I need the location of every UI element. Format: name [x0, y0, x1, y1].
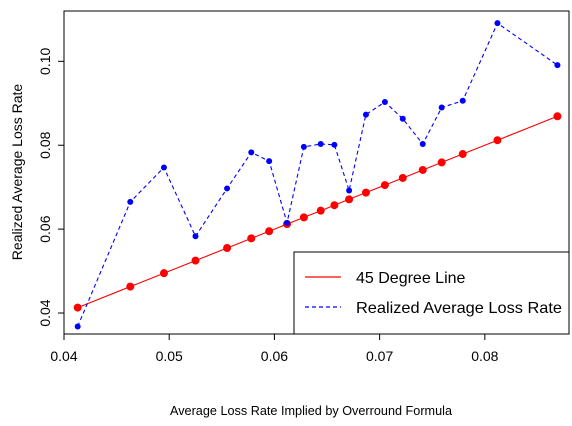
data-point-realized-average-loss-rate [381, 99, 388, 106]
x-axis: 0.04 0.05 0.06 0.07 0.08 [50, 334, 499, 364]
data-point-realized-average-loss-rate [224, 185, 231, 192]
data-point-45-degree-line [73, 303, 82, 312]
data-point-45-degree-line [159, 269, 168, 278]
data-point-45-degree-line [361, 188, 370, 197]
data-point-realized-average-loss-rate [554, 62, 561, 69]
x-tick-label: 0.08 [471, 348, 498, 364]
data-point-realized-average-loss-rate [494, 20, 501, 27]
data-point-45-degree-line [316, 206, 325, 215]
data-point-realized-average-loss-rate [362, 111, 369, 118]
data-point-45-degree-line [380, 181, 389, 190]
data-point-realized-average-loss-rate [160, 164, 167, 171]
data-point-45-degree-line [126, 282, 135, 291]
y-axis-title: Realized Average Loss Rate [9, 84, 25, 261]
data-point-45-degree-line [299, 213, 308, 222]
data-point-45-degree-line [265, 227, 274, 236]
y-tick-label: 0.10 [37, 48, 53, 75]
data-point-45-degree-line [398, 173, 407, 182]
data-point-45-degree-line [437, 158, 446, 167]
data-point-realized-average-loss-rate [192, 233, 199, 240]
series-layer [73, 20, 562, 330]
data-point-realized-average-loss-rate [419, 140, 426, 147]
legend-label-45-degree-line: 45 Degree Line [356, 270, 466, 287]
data-point-realized-average-loss-rate [438, 104, 445, 111]
data-point-realized-average-loss-rate [284, 219, 291, 226]
legend: 45 Degree Line Realized Average Loss Rat… [293, 251, 570, 335]
data-point-45-degree-line [330, 201, 339, 210]
data-point-realized-average-loss-rate [346, 187, 353, 194]
legend-label-realized-average-loss-rate: Realized Average Loss Rate [356, 300, 562, 317]
data-point-realized-average-loss-rate [74, 323, 81, 330]
data-point-45-degree-line [493, 136, 502, 145]
data-point-45-degree-line [223, 244, 232, 253]
data-point-45-degree-line [247, 234, 256, 243]
data-point-45-degree-line [553, 112, 562, 121]
x-tick-label: 0.05 [156, 348, 183, 364]
series-line-realized-average-loss-rate [77, 22, 558, 327]
data-point-45-degree-line [418, 165, 427, 174]
data-point-realized-average-loss-rate [399, 115, 406, 122]
y-axis: 0.04 0.06 0.08 0.10 [37, 48, 64, 327]
x-tick-label: 0.07 [366, 348, 393, 364]
data-point-realized-average-loss-rate [248, 149, 255, 156]
data-point-realized-average-loss-rate [266, 158, 273, 165]
x-tick-label: 0.06 [261, 348, 288, 364]
data-point-45-degree-line [191, 256, 200, 265]
y-tick-label: 0.06 [37, 215, 53, 242]
y-tick-label: 0.08 [37, 131, 53, 158]
data-point-45-degree-line [345, 195, 354, 204]
x-axis-title: Average Loss Rate Implied by Overround F… [170, 403, 453, 418]
data-point-realized-average-loss-rate [331, 141, 338, 148]
x-tick-label: 0.04 [50, 348, 77, 364]
data-point-realized-average-loss-rate [300, 143, 307, 150]
legend-box [293, 251, 570, 335]
data-point-realized-average-loss-rate [317, 140, 324, 147]
data-point-45-degree-line [458, 150, 467, 159]
data-point-realized-average-loss-rate [459, 97, 466, 104]
y-tick-label: 0.04 [37, 299, 53, 326]
data-point-realized-average-loss-rate [127, 198, 134, 205]
